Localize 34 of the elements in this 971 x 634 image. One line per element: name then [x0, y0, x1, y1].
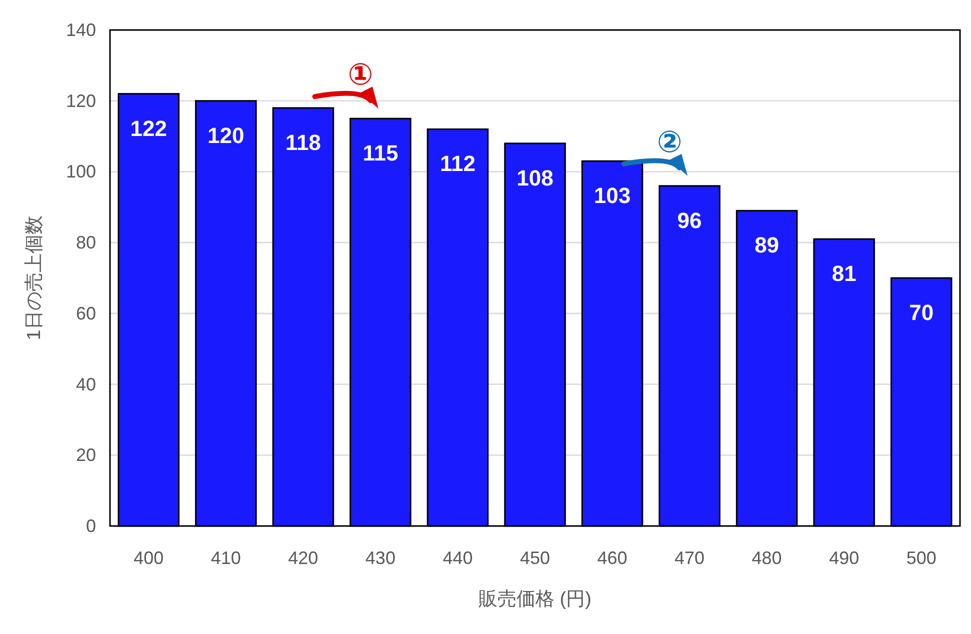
- x-tick-label: 400: [134, 548, 164, 568]
- y-tick-label: 20: [76, 445, 96, 466]
- x-tick-label: 460: [597, 548, 628, 568]
- y-tick-label: 60: [76, 303, 96, 324]
- data-label: 112: [440, 151, 476, 176]
- x-tick-label: 450: [520, 548, 550, 568]
- y-tick-label: 80: [76, 232, 96, 253]
- y-tick-label: 140: [66, 20, 96, 40]
- x-tick-label: 410: [210, 548, 241, 568]
- x-tick-label: 420: [288, 548, 318, 568]
- x-tick-label: 440: [442, 548, 473, 568]
- y-tick-label: 40: [76, 374, 96, 394]
- x-tick-label: 480: [752, 548, 782, 568]
- y-axis-title: 1日の売上個数: [24, 216, 45, 340]
- data-label: 118: [285, 130, 321, 155]
- data-label: 115: [362, 140, 398, 166]
- x-tick-label: 470: [674, 548, 705, 568]
- annotation: ②: [656, 124, 682, 160]
- data-label: 120: [208, 122, 244, 148]
- data-label: 89: [754, 232, 780, 258]
- x-tick-label: 430: [365, 548, 396, 568]
- x-tick-label: 490: [829, 548, 860, 568]
- x-tick-label: 500: [906, 548, 936, 568]
- data-label: 103: [594, 183, 631, 208]
- y-tick-label: 100: [66, 162, 96, 182]
- y-tick-label: 0: [86, 516, 96, 536]
- annotation: ①: [348, 58, 374, 93]
- data-label: 70: [909, 300, 934, 325]
- y-tick-label: 120: [66, 90, 96, 111]
- x-axis-title: 販売価格 (円): [478, 589, 592, 610]
- data-label: 122: [130, 116, 167, 141]
- data-label: 108: [516, 165, 554, 190]
- data-label: 81: [832, 261, 856, 286]
- data-label: 96: [677, 208, 702, 233]
